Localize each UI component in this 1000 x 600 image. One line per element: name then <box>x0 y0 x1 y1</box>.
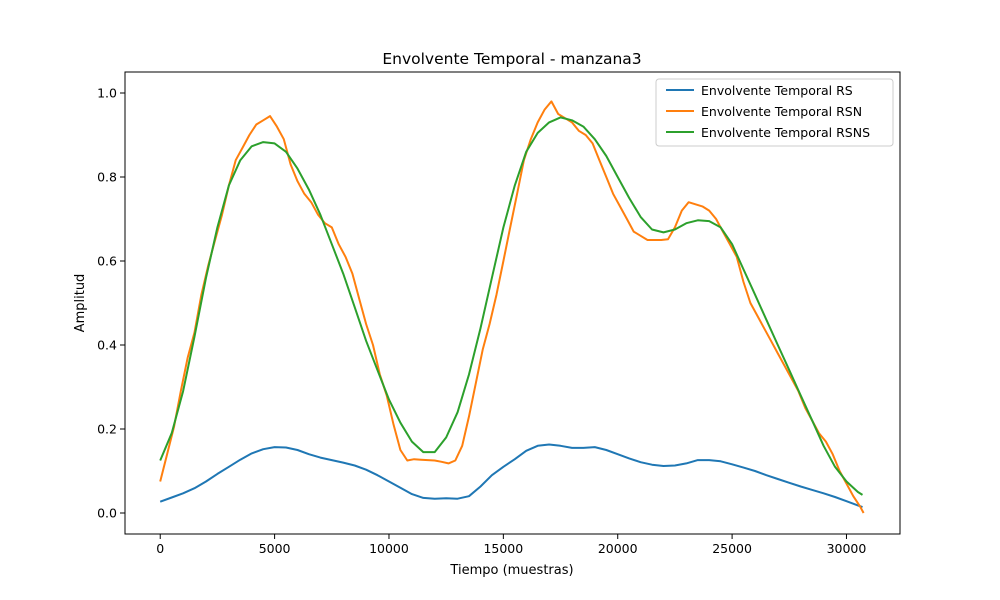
x-tick-label: 20000 <box>598 541 638 556</box>
series-layer <box>159 100 865 514</box>
y-axis: 0.0 0.2 0.4 0.6 0.8 1.0 <box>97 86 125 521</box>
legend-label-rsn: Envolvente Temporal RSN <box>701 104 862 119</box>
y-tick-label: 0.8 <box>97 170 117 185</box>
x-axis-label: Tiempo (muestras) <box>449 563 573 578</box>
y-tick-label: 0.0 <box>97 506 117 521</box>
series-line-rsn <box>159 100 865 514</box>
x-tick-label: 15000 <box>483 541 523 556</box>
y-tick-label: 1.0 <box>97 86 117 101</box>
series-line-rsns <box>159 116 864 496</box>
y-tick-label: 0.4 <box>97 338 117 353</box>
x-axis: 0 5000 10000 15000 20000 25000 30000 <box>156 534 866 556</box>
legend-box <box>655 78 894 147</box>
legend-label-rs: Envolvente Temporal RS <box>701 83 853 98</box>
x-tick-label: 10000 <box>369 541 409 556</box>
x-tick-label: 25000 <box>712 541 752 556</box>
y-tick-label: 0.6 <box>97 254 117 269</box>
x-tick-label: 5000 <box>259 541 291 556</box>
legend-label-rsns: Envolvente Temporal RSNS <box>701 125 870 140</box>
series-line-rs <box>159 443 863 509</box>
x-tick-label: 30000 <box>827 541 867 556</box>
plot-frame <box>124 71 901 535</box>
y-tick-label: 0.2 <box>97 422 117 437</box>
y-axis-label: Amplitud <box>73 274 88 333</box>
chart-title: Envolvente Temporal - manzana3 <box>382 50 641 68</box>
legend: Envolvente Temporal RS Envolvente Tempor… <box>655 78 894 147</box>
x-tick-label: 0 <box>156 541 164 556</box>
